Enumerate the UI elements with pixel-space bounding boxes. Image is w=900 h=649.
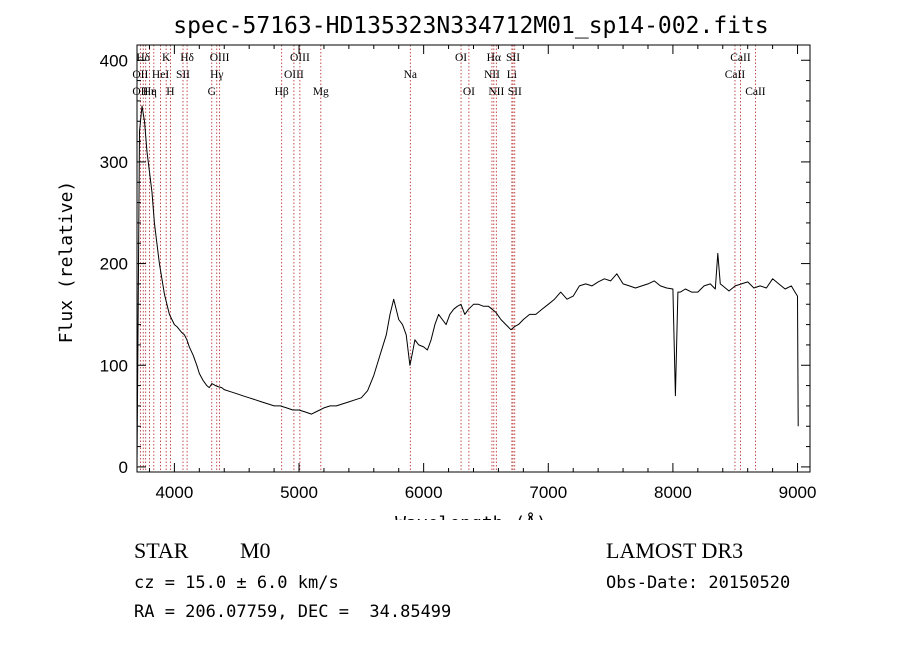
x-tick-label: 6000 [405,483,443,502]
y-tick-label: 200 [100,255,128,274]
y-tick-label: 300 [100,153,128,172]
line-label: SII [506,52,520,64]
x-tick-label: 4000 [155,483,193,502]
line-label: OI [463,86,475,98]
y-tick-label: 400 [100,51,128,70]
line-label: η [151,86,157,98]
line-label: NII [484,69,500,81]
line-label: G [208,86,216,98]
line-label: Hγ [210,69,223,81]
line-label: CaII [725,69,746,81]
object-subclass: M0 [240,538,271,563]
line-label: Na [404,69,417,81]
line-label: OII [132,69,148,81]
line-label: H [166,86,174,98]
coordinates-readout: RA = 206.07759, DEC = 34.85499 [134,602,452,622]
line-label: OIII [210,52,230,64]
line-label: OI [455,52,467,64]
line-label: OIII [284,69,304,81]
line-label: K [162,52,171,64]
observation-date: Obs-Date: 20150520 [606,573,791,593]
chart-title: spec-57163-HD135323N334712M01_sp14-002.f… [173,13,768,39]
x-tick-label: 5000 [280,483,318,502]
plot-frame [136,44,811,473]
x-tick-label: 7000 [529,483,567,502]
object-class: STAR [134,538,189,563]
line-label: Hβ [275,86,289,98]
flux-series [136,105,799,467]
y-axis-label: Flux (relative) [56,181,77,344]
redshift-readout: cz = 15.0 ± 6.0 km/s [134,573,339,593]
line-labels: Hδ K Hδ OIII OIII OI Hα SII CaII OII HeI SII Hγ OIII N… [132,52,765,98]
line-label: Hδ [180,52,194,64]
line-label: SII [508,86,522,98]
spectral-line-markers [139,45,756,472]
spectrum-chart: spec-57163-HD135323N334712M01_sp14-002.f… [56,13,817,520]
line-label: Li [507,69,517,81]
y-tick-label: 0 [119,458,128,477]
x-tick-label: 9000 [779,483,817,502]
axes: 4000 5000 6000 7000 8000 9000 0 100 200 300 400 [100,45,817,502]
line-label: OIII [290,52,310,64]
y-tick-label: 100 [100,356,128,375]
line-label: HeI [152,69,169,81]
x-axis-label: Wavelength (Å) [395,512,547,520]
line-label: Hδ [136,52,150,64]
flux-line [136,105,799,467]
x-tick-label: 8000 [654,483,692,502]
line-label: Hα [487,52,501,64]
line-label: OII [132,86,148,98]
line-label: CaII [745,86,766,98]
line-label: SII [176,69,190,81]
survey-name: LAMOST DR3 [606,538,744,563]
line-label: Hε [143,86,156,98]
line-label: NII [488,86,504,98]
line-label: Mg [313,86,329,98]
line-label: CaII [730,52,751,64]
